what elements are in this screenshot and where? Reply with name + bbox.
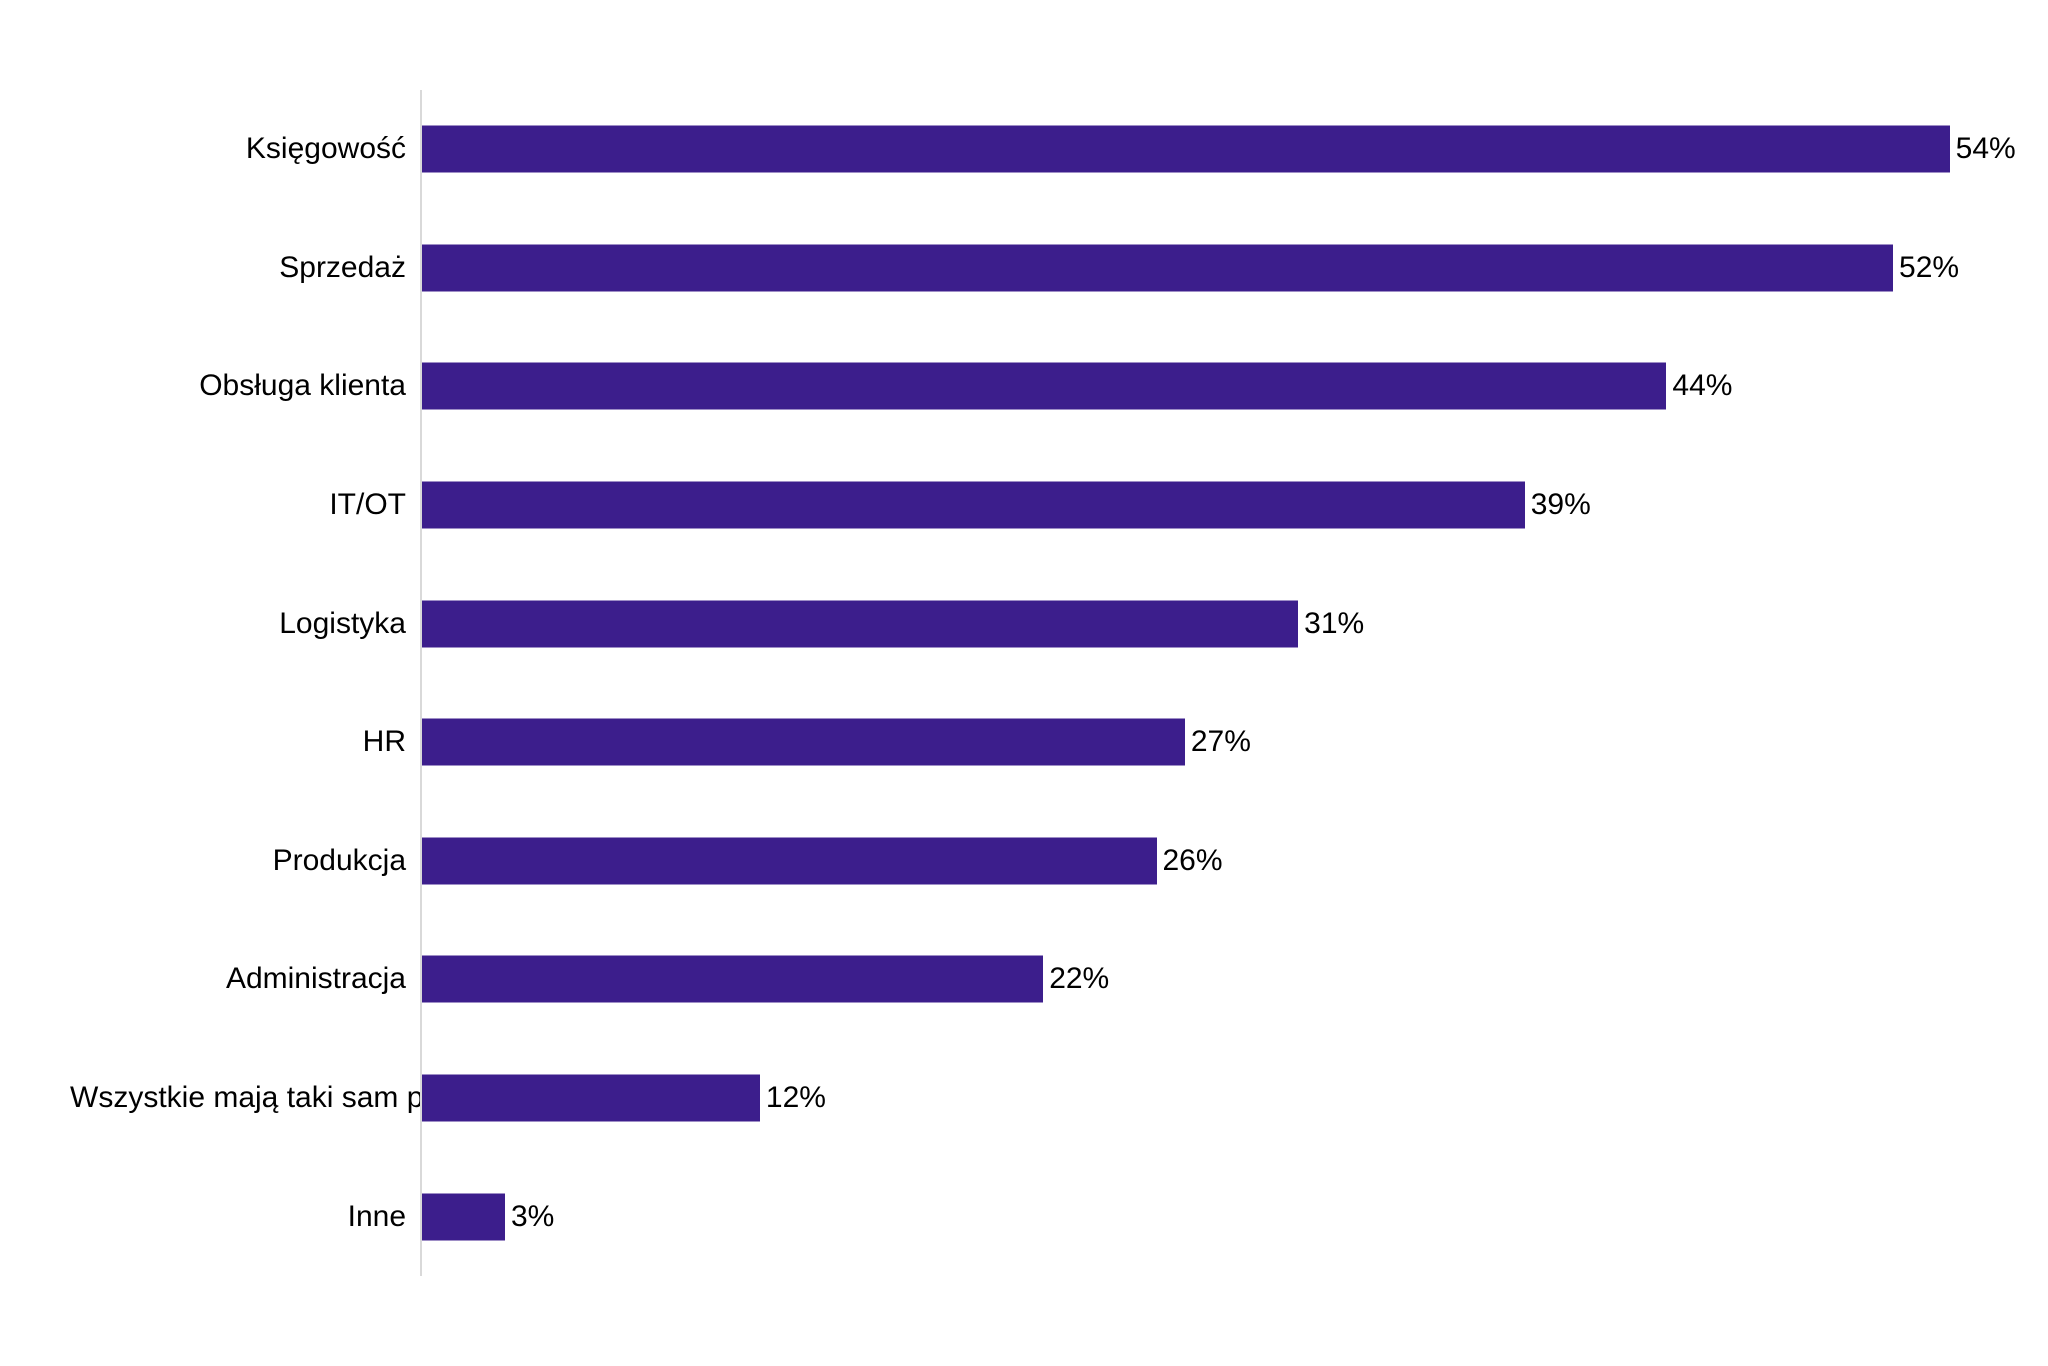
bar — [420, 1075, 760, 1122]
bar — [420, 482, 1525, 529]
plot-cell: 22% — [420, 920, 1978, 1039]
category-label: Produkcja — [70, 844, 420, 878]
y-axis-line — [420, 90, 422, 1276]
category-label: Sprzedaż — [70, 251, 420, 285]
plot-cell: 52% — [420, 209, 1978, 328]
value-label: 26% — [1163, 844, 1223, 878]
category-label: Logistyka — [70, 607, 420, 641]
plot-cell: 3% — [420, 1157, 1978, 1276]
category-label: Inne — [70, 1200, 420, 1234]
chart-row: Logistyka 31% — [70, 564, 1978, 683]
category-label: Administracja — [70, 962, 420, 996]
category-label: Wszystkie mają taki sam priorytet — [70, 1081, 420, 1115]
plot-cell: 26% — [420, 802, 1978, 921]
value-label: 22% — [1049, 962, 1109, 996]
plot-cell: 27% — [420, 683, 1978, 802]
value-label: 44% — [1672, 369, 1732, 403]
bar — [420, 719, 1185, 766]
chart-row: Inne 3% — [70, 1157, 1978, 1276]
plot-cell: 39% — [420, 446, 1978, 565]
value-label: 12% — [766, 1081, 826, 1115]
chart-row: Administracja 22% — [70, 920, 1978, 1039]
category-label: HR — [70, 725, 420, 759]
bar — [420, 126, 1950, 173]
chart-row: Sprzedaż 52% — [70, 209, 1978, 328]
chart-rows-container: Księgowość54% Sprzedaż 52% Obsługa klienta 4… — [70, 90, 1978, 1276]
chart-row: IT/OT 39% — [70, 446, 1978, 565]
bar — [420, 244, 1893, 291]
plot-cell: 31% — [420, 564, 1978, 683]
bar — [420, 363, 1666, 410]
value-label: 27% — [1191, 725, 1251, 759]
plot-cell: 54% — [420, 90, 1978, 209]
value-label: 54% — [1956, 132, 2016, 166]
value-label: 52% — [1899, 251, 1959, 285]
value-label: 3% — [511, 1200, 554, 1234]
bar — [420, 1193, 505, 1240]
chart-row: Wszystkie mają taki sam priorytet 12% — [70, 1039, 1978, 1158]
category-label: IT/OT — [70, 488, 420, 522]
category-label: Obsługa klienta — [70, 369, 420, 403]
chart-row: Produkcja 26% — [70, 802, 1978, 921]
bar — [420, 956, 1043, 1003]
bar — [420, 600, 1298, 647]
plot-cell: 12% — [420, 1039, 1978, 1158]
chart-row: HR 27% — [70, 683, 1978, 802]
category-label: Księgowość — [70, 132, 420, 166]
value-label: 39% — [1531, 488, 1591, 522]
value-label: 31% — [1304, 607, 1364, 641]
bar — [420, 837, 1157, 884]
plot-cell: 44% — [420, 327, 1978, 446]
horizontal-bar-chart: Księgowość54% Sprzedaż 52% Obsługa klienta 4… — [70, 90, 1978, 1276]
chart-row: Księgowość54% — [70, 90, 1978, 209]
chart-row: Obsługa klienta 44% — [70, 327, 1978, 446]
